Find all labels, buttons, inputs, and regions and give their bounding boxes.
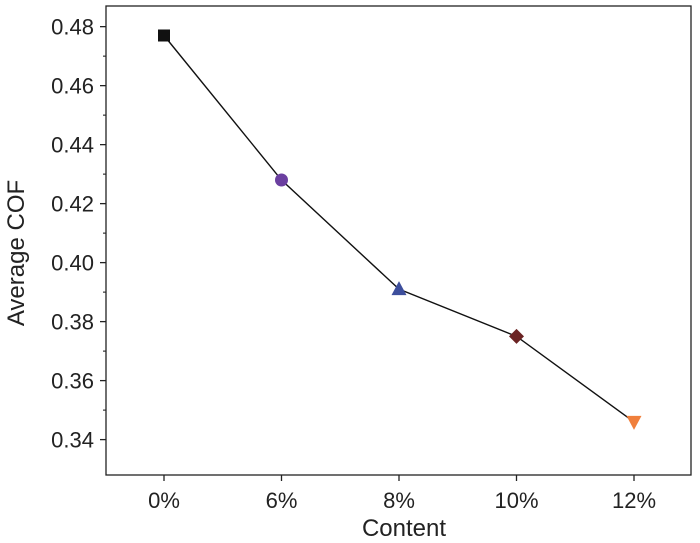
x-tick-label: 12% [612,488,656,513]
plot-frame [105,5,692,476]
x-axis-ticks: 0% 6% 8% 10% 12% [148,475,656,513]
x-tick-label: 6% [266,488,298,513]
y-tick-label: 0.46 [51,74,94,99]
x-axis-label: Content [362,515,446,542]
x-tick-label: 10% [494,488,538,513]
data-point-6pct [275,173,288,187]
y-tick-label: 0.40 [51,251,94,276]
data-point-10pct [509,328,524,344]
series-polyline [163,35,635,423]
series-markers [158,29,642,430]
x-tick-label: 8% [383,488,415,513]
data-point-12pct [626,415,642,430]
y-tick-label: 0.38 [51,310,94,335]
y-tick-label: 0.42 [51,192,94,217]
x-tick-label: 0% [148,488,180,513]
y-tick-label: 0.44 [51,133,94,158]
data-point-8pct [391,281,407,296]
y-axis-label: Average COF [3,180,30,326]
data-point-0pct [158,29,170,42]
y-axis-ticks: 0.34 0.36 0.38 0.40 0.42 0.44 0.46 0.48 [51,15,106,453]
y-tick-label: 0.36 [51,369,94,394]
y-tick-label: 0.48 [51,15,94,40]
plot-border [105,5,692,476]
y-tick-label: 0.34 [51,428,94,453]
series-line [163,35,635,423]
